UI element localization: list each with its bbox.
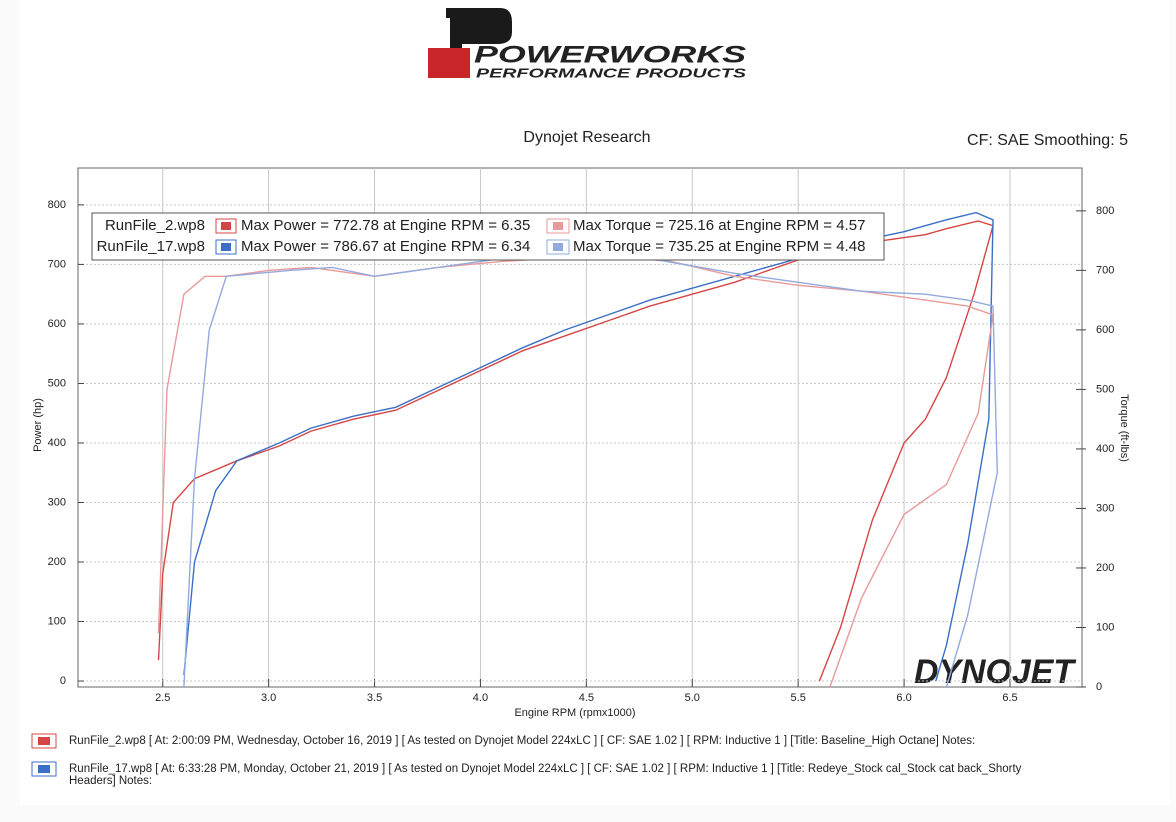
legend-power: Max Power = 786.67 at Engine RPM = 6.34 bbox=[241, 238, 530, 255]
y2-axis-label: Torque (ft-lbs) bbox=[1118, 394, 1130, 462]
chart-title: Dynojet Research bbox=[523, 129, 650, 146]
y-tick-label: 800 bbox=[48, 199, 66, 211]
x-tick-label: 6.0 bbox=[896, 692, 911, 704]
y2-tick-label: 0 bbox=[1096, 681, 1102, 693]
y-tick-label: 0 bbox=[60, 675, 66, 687]
y2-tick-label: 500 bbox=[1096, 383, 1114, 395]
y-tick-label: 300 bbox=[48, 496, 66, 508]
x-tick-label: 4.0 bbox=[473, 692, 488, 704]
legend-run: RunFile_2.wp8 bbox=[105, 217, 205, 234]
legend-torque: Max Torque = 725.16 at Engine RPM = 4.57 bbox=[573, 217, 865, 234]
watermark: DYNOJET bbox=[914, 653, 1077, 691]
x-tick-label: 2.5 bbox=[155, 692, 170, 704]
y-tick-label: 600 bbox=[48, 318, 66, 330]
series-line bbox=[183, 211, 994, 682]
note-text: RunFile_2.wp8 [ At: 2:00:09 PM, Wednesda… bbox=[69, 735, 975, 747]
logo-mark-red bbox=[428, 48, 470, 78]
logo: POWERWORKS PERFORMANCE PRODUCTS bbox=[428, 8, 746, 80]
y2-tick-label: 700 bbox=[1096, 264, 1114, 276]
y-tick-label: 200 bbox=[48, 556, 66, 568]
legend-torque: Max Torque = 735.25 at Engine RPM = 4.48 bbox=[573, 238, 865, 255]
x-tick-label: 5.5 bbox=[791, 692, 806, 704]
y-tick-label: 700 bbox=[48, 258, 66, 270]
note-text: Headers] Notes: bbox=[69, 775, 152, 787]
y-axis-label: Power (hp) bbox=[32, 398, 44, 452]
legend-swatch-inner bbox=[553, 243, 563, 251]
x-tick-label: 4.5 bbox=[579, 692, 594, 704]
y2-tick-label: 400 bbox=[1096, 443, 1114, 455]
legend-swatch-inner bbox=[221, 222, 231, 230]
legend: RunFile_2.wp8 Max Power = 772.78 at Engin… bbox=[91, 212, 885, 261]
notes: RunFile_2.wp8 [ At: 2:00:09 PM, Wednesda… bbox=[31, 733, 1022, 787]
y2-tick-label: 200 bbox=[1096, 562, 1114, 574]
x-tick-label: 3.0 bbox=[261, 692, 276, 704]
series-line bbox=[157, 254, 994, 688]
logo-mark bbox=[434, 8, 512, 54]
y2-tick-label: 100 bbox=[1096, 621, 1114, 633]
legend-power: Max Power = 772.78 at Engine RPM = 6.35 bbox=[241, 217, 530, 234]
x-tick-label: 3.5 bbox=[367, 692, 382, 704]
legend-swatch-inner bbox=[553, 222, 563, 230]
y-tick-label: 400 bbox=[48, 437, 66, 449]
tagline: PERFORMANCE PRODUCTS bbox=[476, 65, 746, 80]
x-tick-label: 5.0 bbox=[685, 692, 700, 704]
series-line bbox=[157, 220, 994, 682]
y2-tick-label: 300 bbox=[1096, 502, 1114, 514]
paper bbox=[20, 0, 1170, 805]
note-swatch-inner bbox=[38, 765, 50, 773]
x-tick-label: 6.5 bbox=[1002, 692, 1017, 704]
y-tick-label: 100 bbox=[48, 615, 66, 627]
plot-frame bbox=[77, 167, 1083, 688]
legend-swatch-inner bbox=[221, 243, 231, 251]
note-text: RunFile_17.wp8 [ At: 6:33:28 PM, Monday,… bbox=[69, 763, 1022, 775]
legend-run: RunFile_17.wp8 bbox=[97, 238, 205, 255]
chart-subtitle: CF: SAE Smoothing: 5 bbox=[967, 132, 1128, 149]
brand: POWERWORKS bbox=[474, 41, 746, 68]
y2-tick-label: 600 bbox=[1096, 324, 1114, 336]
y2-tick-label: 800 bbox=[1096, 205, 1114, 217]
note-swatch-inner bbox=[38, 737, 50, 745]
x-axis-label: Engine RPM (rpmx1000) bbox=[514, 707, 635, 719]
y-tick-label: 500 bbox=[48, 377, 66, 389]
